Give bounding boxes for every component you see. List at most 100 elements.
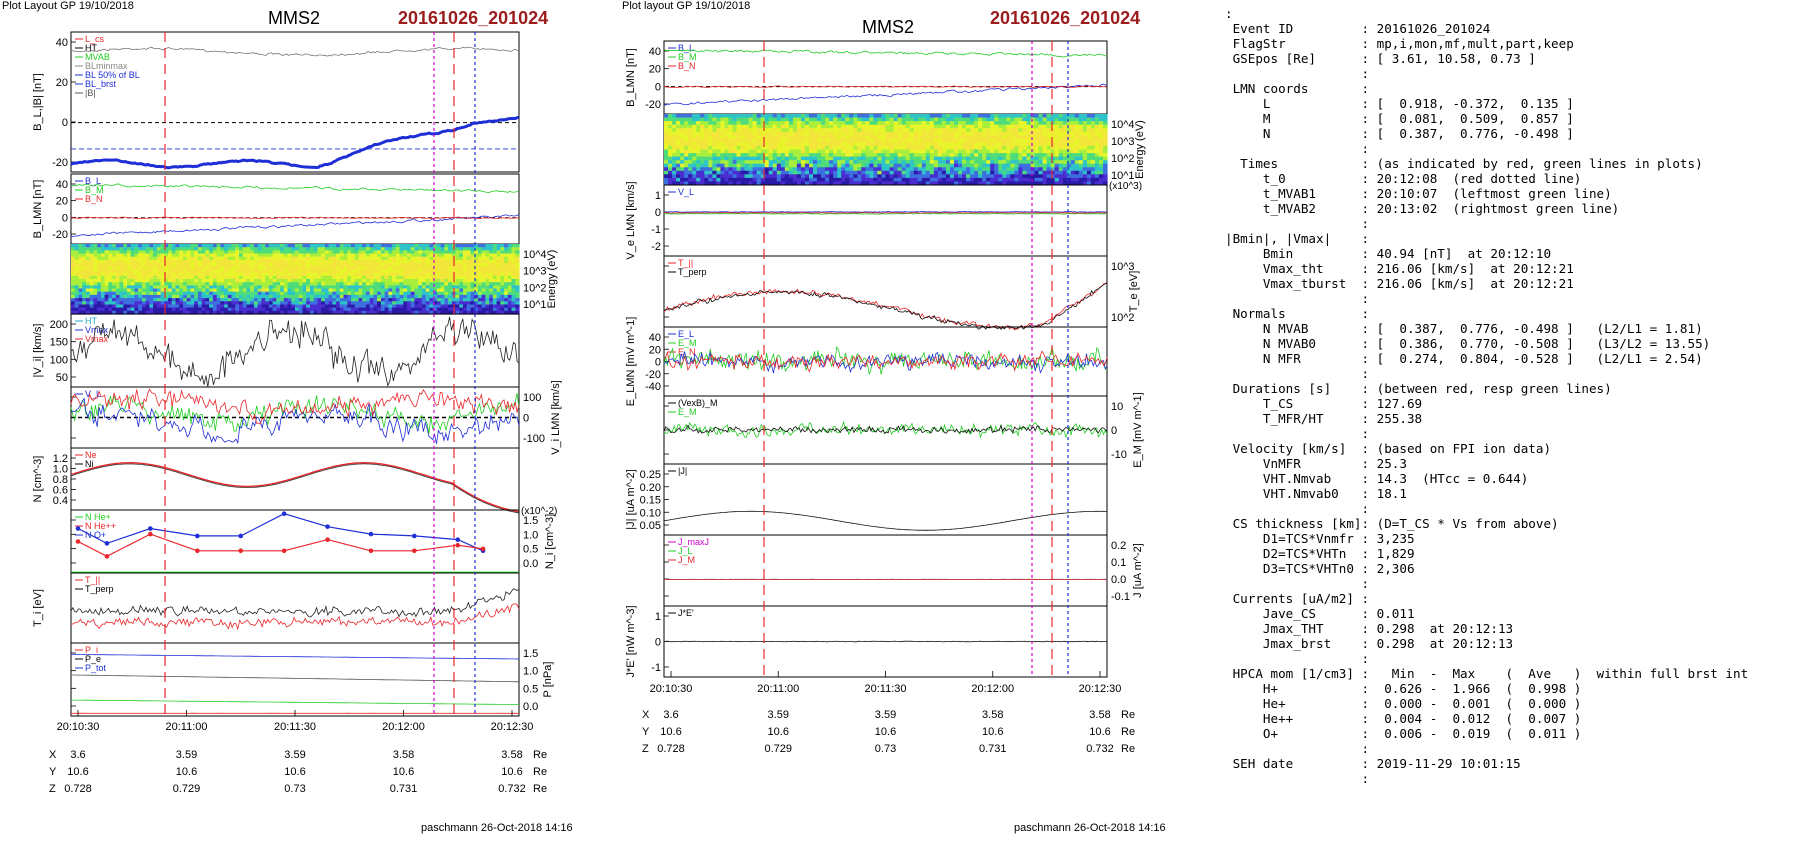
heatmap-cell bbox=[265, 266, 270, 271]
heatmap-cell bbox=[395, 307, 401, 312]
heatmap-cell bbox=[93, 301, 98, 306]
heatmap-cell bbox=[183, 279, 188, 283]
heatmap-cell bbox=[958, 145, 963, 150]
heatmap-cell bbox=[913, 145, 919, 150]
heatmap-cell bbox=[841, 156, 846, 161]
heatmap-cell bbox=[410, 285, 415, 290]
heatmap-cell bbox=[504, 279, 509, 283]
heatmap-cell bbox=[407, 307, 412, 312]
heatmap-cell bbox=[764, 177, 770, 182]
heatmap-cell bbox=[324, 266, 330, 271]
heatmap-cell bbox=[201, 301, 206, 306]
heatmap-cell bbox=[171, 256, 177, 261]
heatmap-cell bbox=[809, 160, 814, 165]
legend-label: P_i bbox=[85, 645, 98, 655]
heatmap-cell bbox=[837, 145, 842, 150]
heatmap-cell bbox=[853, 142, 858, 147]
heatmap-cell bbox=[688, 177, 693, 182]
heatmap-cell bbox=[901, 149, 907, 154]
heatmap-cell bbox=[365, 294, 371, 299]
heatmap-cell bbox=[813, 163, 818, 168]
heatmap-cell bbox=[231, 263, 236, 267]
heatmap-cell bbox=[500, 307, 505, 312]
heatmap-cell bbox=[463, 244, 468, 248]
heatmap-cell bbox=[897, 177, 903, 182]
heatmap-cell bbox=[792, 153, 798, 158]
heatmap-cell bbox=[362, 275, 367, 280]
heatmap-cell bbox=[837, 121, 842, 126]
heatmap-cell bbox=[748, 170, 754, 175]
heatmap-cell bbox=[459, 307, 464, 312]
heatmap-cell bbox=[921, 138, 927, 143]
heatmap-cell bbox=[156, 266, 162, 271]
heatmap-cell bbox=[89, 310, 94, 315]
heatmap-cell bbox=[1062, 153, 1068, 158]
heatmap-cell bbox=[216, 250, 221, 255]
heatmap-cell bbox=[1054, 153, 1060, 158]
heatmap-cell bbox=[89, 250, 94, 255]
heatmap-cell bbox=[736, 138, 742, 143]
heatmap-cell bbox=[841, 153, 846, 158]
heatmap-cell bbox=[239, 301, 244, 306]
heatmap-cell bbox=[813, 131, 818, 136]
heatmap-cell bbox=[108, 244, 113, 248]
heatmap-cell bbox=[496, 282, 501, 286]
heatmap-cell bbox=[168, 307, 173, 312]
heatmap-cell bbox=[78, 253, 83, 258]
heatmap-cell bbox=[164, 256, 169, 261]
heatmap-cell bbox=[298, 304, 303, 309]
heatmap-cell bbox=[1018, 163, 1023, 168]
heatmap-cell bbox=[1098, 167, 1104, 172]
heatmap-cell bbox=[764, 138, 770, 143]
heatmap-cell bbox=[123, 269, 128, 274]
heatmap-cell bbox=[470, 266, 475, 271]
heatmap-cell bbox=[153, 307, 158, 312]
heatmap-cell bbox=[724, 145, 729, 150]
heatmap-cell bbox=[511, 285, 516, 290]
heatmap-cell bbox=[700, 170, 705, 175]
heatmap-cell bbox=[986, 142, 991, 147]
heatmap-cell bbox=[905, 128, 911, 133]
heatmap-cell bbox=[246, 282, 251, 286]
heatmap-cell bbox=[138, 266, 143, 271]
heatmap-cell bbox=[93, 263, 98, 267]
heatmap-cell bbox=[481, 310, 486, 315]
heatmap-cell bbox=[772, 128, 778, 133]
heatmap-cell bbox=[347, 253, 352, 258]
heatmap-cell bbox=[1070, 142, 1076, 147]
heatmap-cell bbox=[841, 149, 846, 154]
heatmap-cell bbox=[205, 269, 210, 274]
heatmap-cell bbox=[347, 282, 352, 286]
heatmap-cell bbox=[941, 174, 947, 179]
heatmap-cell bbox=[336, 263, 341, 267]
heatmap-cell bbox=[853, 121, 858, 126]
heatmap-cell bbox=[235, 291, 240, 296]
heatmap-cell bbox=[339, 288, 345, 293]
heatmap-cell bbox=[246, 279, 251, 283]
heatmap-cell bbox=[272, 269, 277, 274]
heatmap-cell bbox=[708, 124, 713, 129]
heatmap-cell bbox=[481, 269, 486, 274]
heatmap-cell bbox=[485, 298, 490, 302]
heatmap-cell bbox=[212, 256, 218, 261]
heatmap-cell bbox=[925, 163, 931, 168]
heatmap-cell bbox=[792, 174, 798, 179]
heatmap-cell bbox=[425, 244, 430, 248]
heatmap-cell bbox=[418, 310, 423, 315]
heatmap-cell bbox=[668, 167, 673, 172]
heatmap-cell bbox=[1078, 114, 1084, 119]
heatmap-cell bbox=[130, 253, 135, 258]
heatmap-cell bbox=[492, 282, 498, 286]
heatmap-cell bbox=[507, 263, 513, 267]
heatmap-cell bbox=[407, 288, 412, 293]
heatmap-cell bbox=[978, 145, 983, 150]
vm-trace bbox=[70, 393, 520, 434]
heatmap-cell bbox=[1090, 149, 1096, 154]
heatmap-cell bbox=[257, 275, 262, 280]
heatmap-cell bbox=[295, 259, 300, 264]
heatmap-cell bbox=[373, 250, 378, 255]
heatmap-cell bbox=[500, 304, 505, 309]
heatmap-cell bbox=[156, 291, 162, 296]
heatmap-cell bbox=[805, 149, 810, 154]
heatmap-cell bbox=[425, 247, 430, 251]
